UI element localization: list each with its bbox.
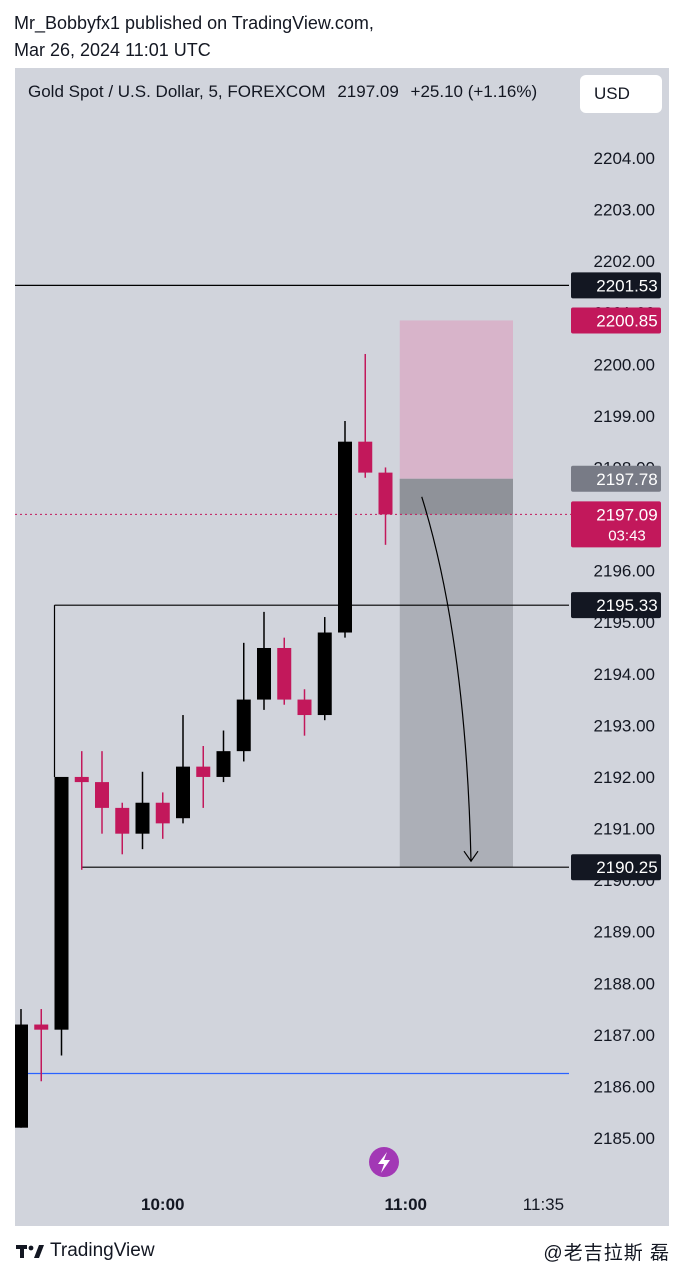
y-tick-label: 2203.00 <box>594 201 655 220</box>
candle-body[interactable] <box>155 802 170 824</box>
y-tick-label: 2185.00 <box>594 1129 655 1148</box>
projection-arrowhead <box>463 850 479 863</box>
candle-body[interactable] <box>115 807 130 834</box>
price-label-badge <box>571 592 661 619</box>
candle-body[interactable] <box>34 1024 49 1030</box>
y-tick-label: 2196.00 <box>594 562 655 581</box>
y-tick-label: 2193.00 <box>594 716 655 735</box>
price-label-countdown: 03:43 <box>608 527 646 544</box>
currency-button[interactable]: USD <box>580 75 662 113</box>
legend-price: 2197.09 <box>337 82 399 101</box>
candle-body[interactable] <box>257 647 271 700</box>
price-chart[interactable]: 2185.00 2186.00 2187.00 2188.00 2189.00 2190.… <box>15 68 669 1226</box>
tradingview-logo-icon <box>16 1245 44 1258</box>
y-tick-label: 2204.00 <box>594 149 655 168</box>
candle-body[interactable] <box>54 776 69 1030</box>
lightning-icon-glyph <box>378 1152 390 1173</box>
tradingview-logo[interactable]: TradingView <box>16 1240 155 1262</box>
price-label-badge <box>571 501 661 548</box>
candle-body[interactable] <box>358 441 373 473</box>
take-profit-zone[interactable] <box>399 478 513 868</box>
candle-body[interactable] <box>236 699 251 752</box>
price-label-value: 2197.09 <box>596 505 657 524</box>
price-label-value: 2201.53 <box>596 276 657 295</box>
chart-panel[interactable]: 2185.00 2186.00 2187.00 2188.00 2189.00 2190.… <box>15 68 669 1226</box>
x-tick-label: 11:35 <box>523 1195 564 1214</box>
y-tick-label: 2200.00 <box>594 355 655 374</box>
y-tick-label: 2187.00 <box>594 1026 655 1045</box>
y-tick-label: 2186.00 <box>594 1077 655 1096</box>
watermark: @老吉拉斯 磊 <box>543 1243 670 1264</box>
price-label-value: 2200.85 <box>596 311 657 330</box>
y-tick-label: 2191.00 <box>594 820 655 839</box>
candle-body[interactable] <box>74 776 89 783</box>
stop-loss-zone[interactable] <box>399 320 513 479</box>
candle-body[interactable] <box>317 632 332 716</box>
symbol-name: Gold Spot / U.S. Dollar, 5, FOREXCOM <box>28 82 326 101</box>
price-label-value: 2195.33 <box>596 596 657 615</box>
candle-body[interactable] <box>135 802 150 834</box>
candle-body[interactable] <box>196 766 211 777</box>
candle-body[interactable] <box>216 751 231 777</box>
candle-body[interactable] <box>378 472 393 515</box>
tradingview-brand: TradingView <box>50 1240 155 1261</box>
x-tick-label: 11:00 <box>384 1195 427 1214</box>
symbol-legend: Gold Spot / U.S. Dollar, 5, FOREXCOM 219… <box>28 82 544 102</box>
projection-arrow[interactable] <box>421 496 472 862</box>
candle-body[interactable] <box>95 782 109 808</box>
candle-body[interactable] <box>176 766 190 819</box>
candle-body[interactable] <box>297 699 312 716</box>
y-tick-label: 2199.00 <box>594 407 655 426</box>
price-label-badge <box>571 307 661 334</box>
price-label-value: 2190.25 <box>596 858 657 877</box>
publisher-line: Mr_Bobbyfx1 published on TradingView.com… <box>14 13 374 33</box>
candle-body[interactable] <box>338 441 352 633</box>
price-label-badge <box>571 272 661 299</box>
publish-date: Mar 26, 2024 11:01 UTC <box>14 40 211 60</box>
legend-change: +25.10 (+1.16%) <box>410 82 538 101</box>
candle-body[interactable] <box>15 1024 28 1128</box>
y-tick-label: 2194.00 <box>594 665 655 684</box>
x-tick-label: 10:00 <box>141 1195 184 1214</box>
y-tick-label: 2192.00 <box>594 768 655 787</box>
candle-body[interactable] <box>277 647 292 700</box>
y-tick-label: 2202.00 <box>594 252 655 271</box>
open-loss-zone <box>399 478 513 515</box>
price-label-value: 2197.78 <box>596 470 657 489</box>
price-label-badge <box>571 465 661 492</box>
y-tick-label: 2188.00 <box>594 974 655 993</box>
price-label-badge <box>571 854 661 881</box>
y-tick-label: 2189.00 <box>594 923 655 942</box>
